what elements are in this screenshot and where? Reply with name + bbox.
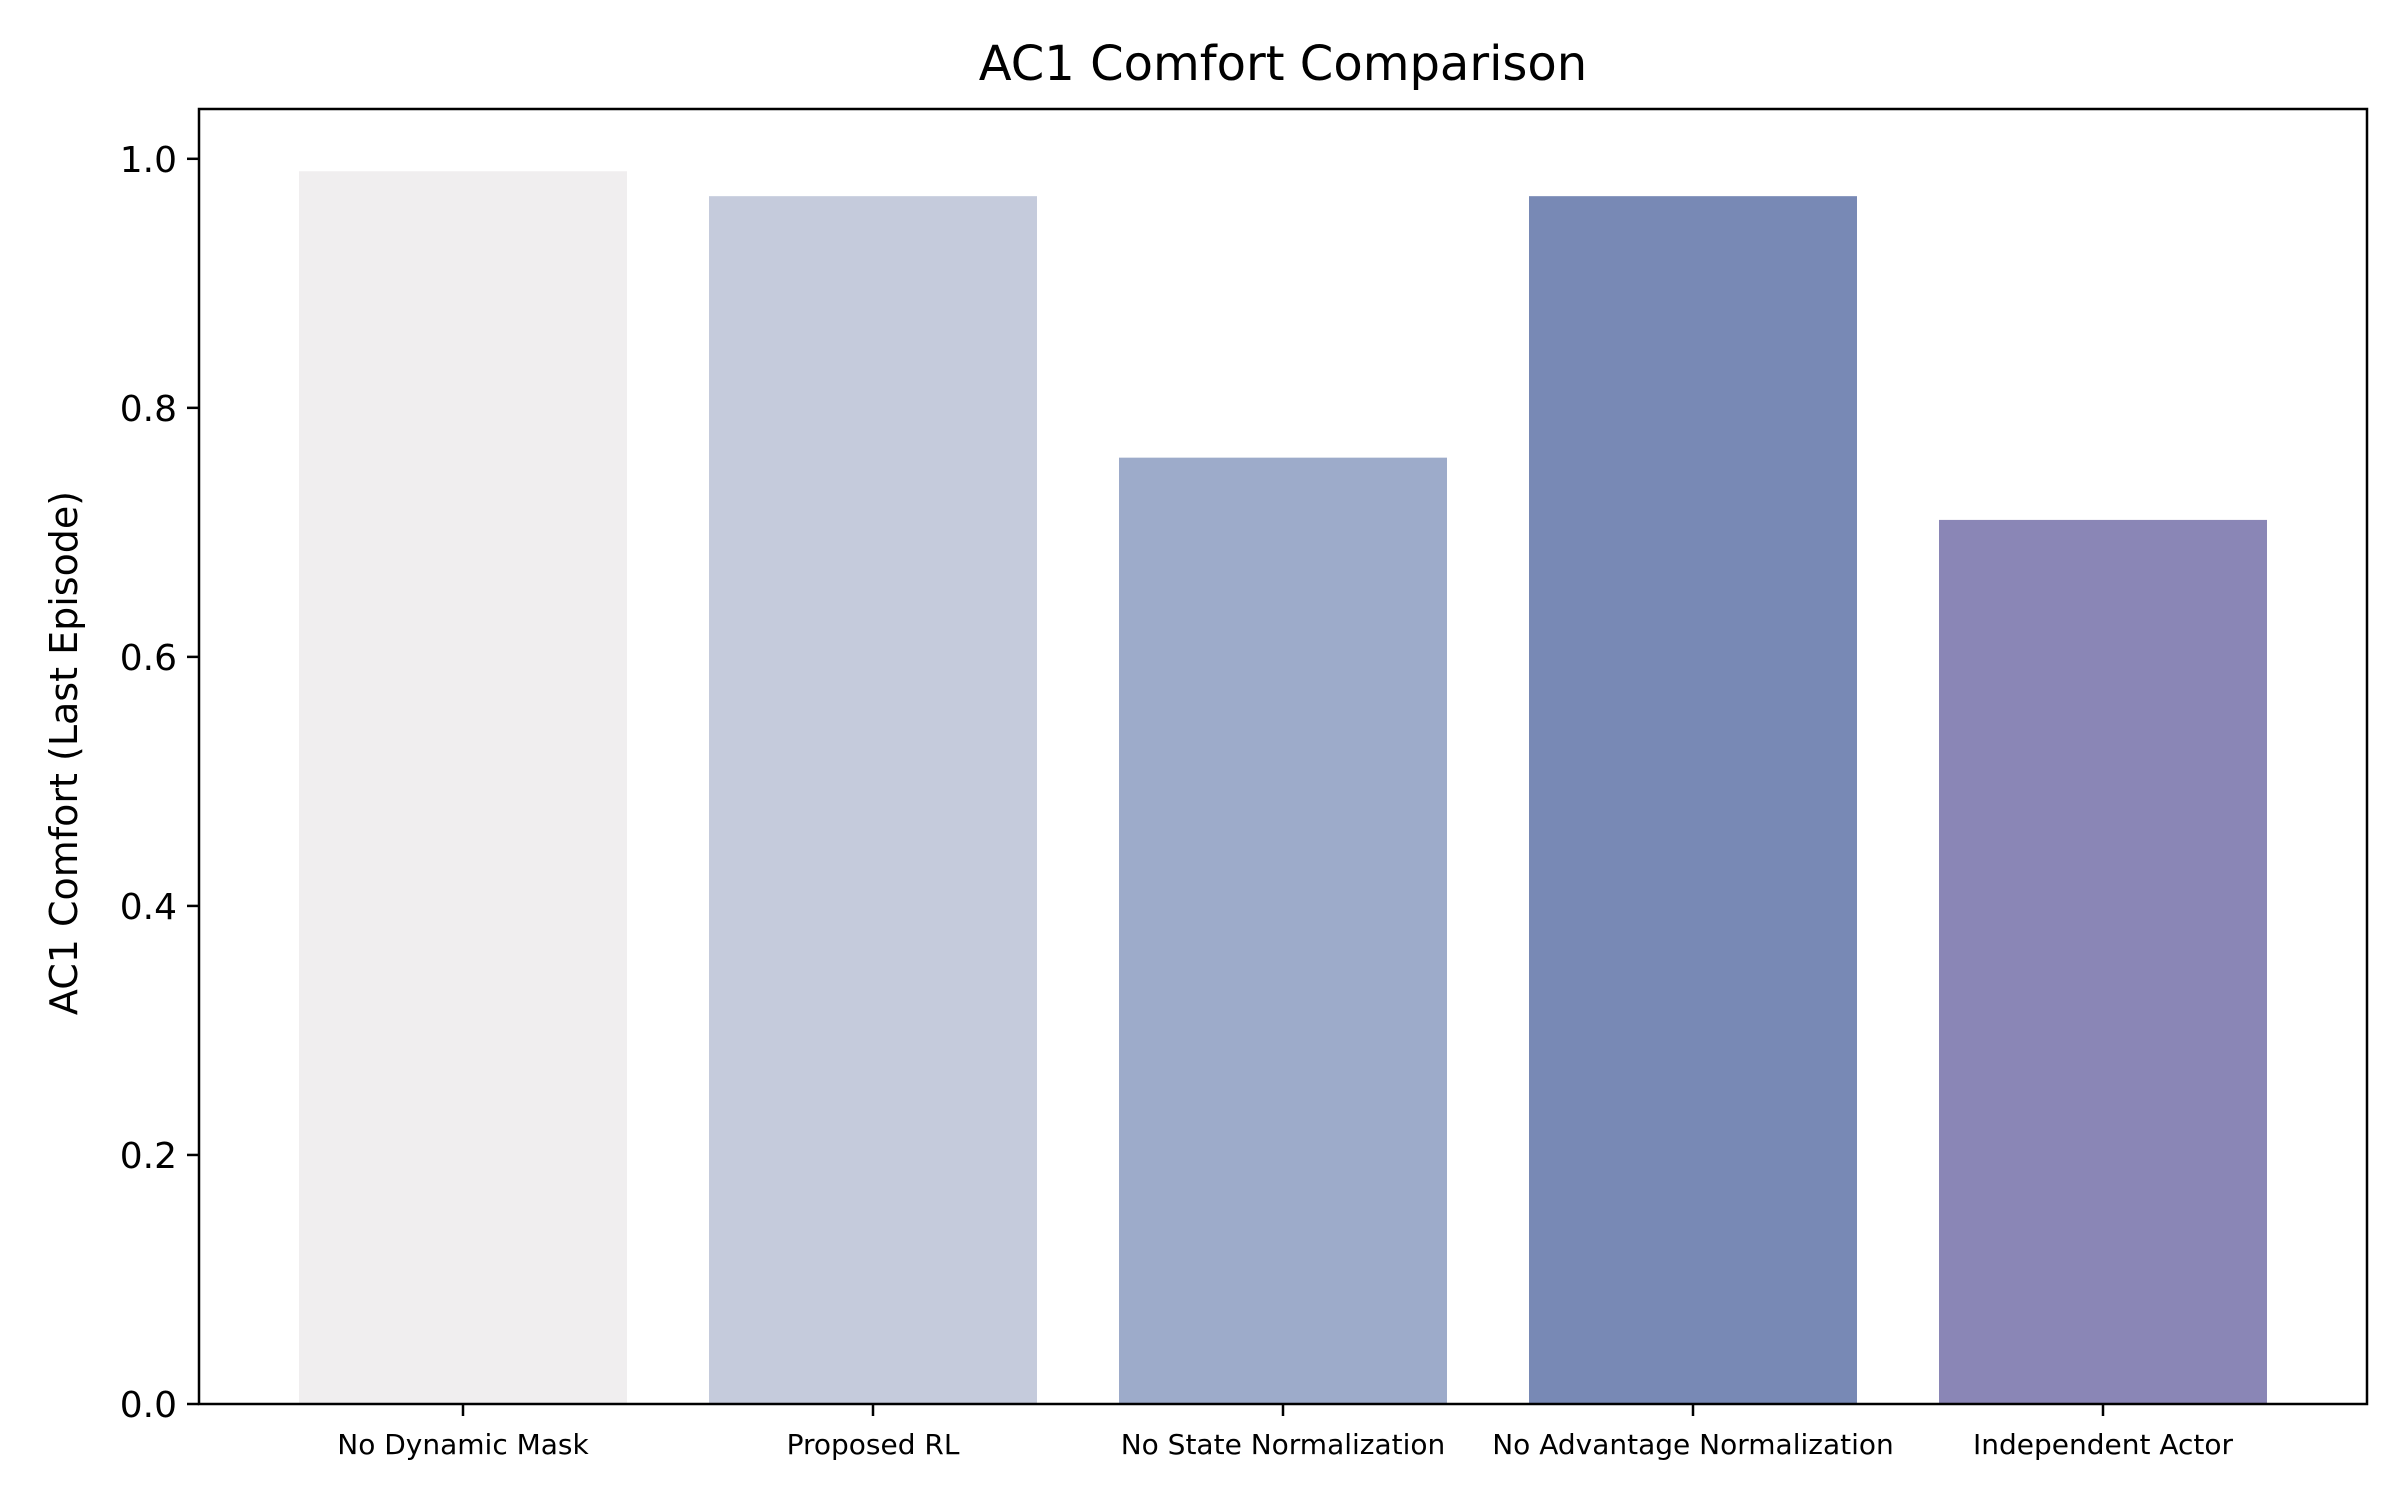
bar-3 xyxy=(1119,457,1447,1405)
bar-1 xyxy=(299,171,627,1404)
y-axis: 0.0 0.2 0.4 0.6 0.8 1.0 xyxy=(120,140,199,1426)
y-tick-label: 0.2 xyxy=(120,1136,177,1177)
x-tick-label: No Advantage Normalization xyxy=(1492,1428,1894,1461)
x-tick-label: Independent Actor xyxy=(1973,1428,2234,1461)
x-tick-label: No Dynamic Mask xyxy=(337,1428,589,1461)
x-tick-label: No State Normalization xyxy=(1121,1428,1446,1461)
bar-4 xyxy=(1529,196,1857,1405)
y-tick-label: 0.8 xyxy=(120,389,177,430)
y-tick-label: 1.0 xyxy=(120,140,177,181)
y-tick-label: 0.4 xyxy=(120,887,177,928)
bars-layer xyxy=(299,171,2267,1405)
bar-2 xyxy=(709,196,1037,1405)
y-axis-label: AC1 Comfort (Last Episode) xyxy=(42,491,86,1015)
bar-5 xyxy=(1939,519,2267,1404)
y-tick-label: 0.0 xyxy=(120,1385,177,1426)
chart-title: AC1 Comfort Comparison xyxy=(979,36,1587,92)
y-tick-label: 0.6 xyxy=(120,638,177,679)
plot-frame xyxy=(197,107,2369,1406)
x-tick-label: Proposed RL xyxy=(787,1428,960,1461)
x-axis: No Dynamic Mask Proposed RL No State Norma… xyxy=(337,1404,2234,1461)
